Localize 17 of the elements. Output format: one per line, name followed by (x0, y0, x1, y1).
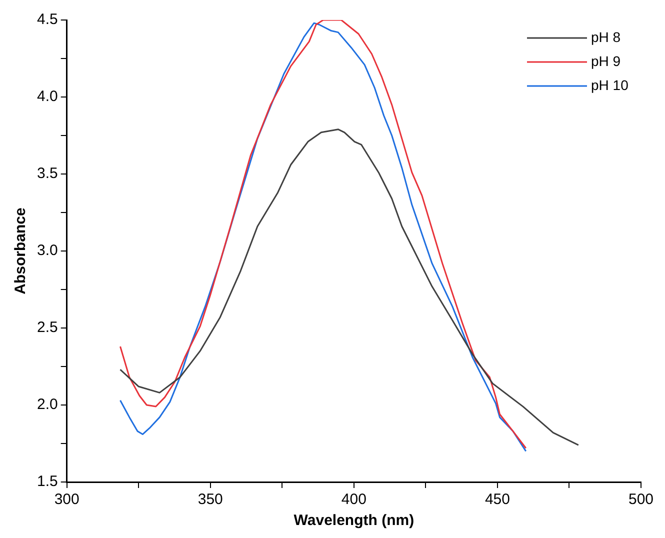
x-tick-label: 300 (54, 491, 80, 508)
x-tick-label: 400 (341, 491, 366, 508)
y-tick-label: 2.0 (36, 396, 58, 414)
x-tick-label: 500 (628, 491, 654, 508)
legend-label: pH 10 (591, 76, 629, 93)
x-tick-label: 450 (484, 491, 510, 508)
y-axis-title: Absorbance (12, 208, 30, 294)
x-tick-label: 350 (198, 491, 223, 508)
y-tick-label: 2.5 (36, 319, 58, 336)
y-tick-label: 3.0 (36, 242, 58, 260)
legend-label: pH 9 (591, 52, 621, 69)
y-tick-label: 4.0 (36, 88, 58, 106)
y-tick-label: 3.5 (36, 165, 58, 182)
y-tick-label: 4.5 (36, 11, 58, 28)
y-tick-label: 1.5 (36, 473, 58, 490)
legend-label: pH 8 (591, 28, 621, 45)
x-axis-title: Wavelength (nm) (294, 512, 414, 530)
